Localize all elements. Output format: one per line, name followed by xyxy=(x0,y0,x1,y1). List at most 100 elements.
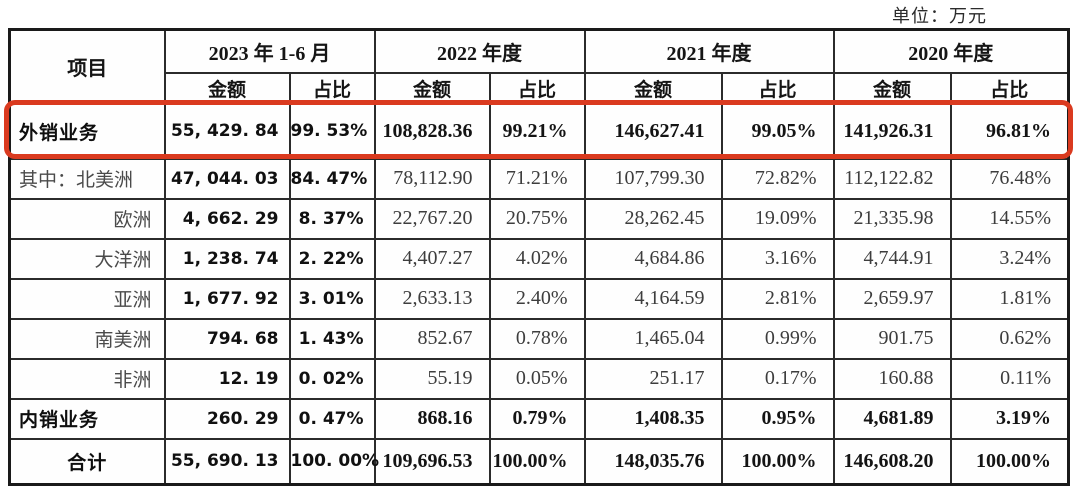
table-row: 其中：北美洲 47, 044. 03 84. 47% 78,112.90 71.21% 1… xyxy=(8,157,1070,200)
row-label: 外销业务 xyxy=(8,102,166,160)
ratio-cell-2021: 0.95% xyxy=(720,397,835,440)
ratio-cell-2020: 3.19% xyxy=(949,397,1070,440)
row-label: 欧洲 xyxy=(8,197,166,240)
amount-cell-2023h1: 55, 429. 84 xyxy=(163,102,291,160)
ratio-cell-2021: 0.17% xyxy=(720,357,835,400)
ratio-cell-2020: 14.55% xyxy=(949,197,1070,240)
ratio-cell-2020: 0.62% xyxy=(949,317,1070,360)
amount-cell-2023h1: 4, 662. 29 xyxy=(163,197,291,240)
amount-cell-2021: 1,408.35 xyxy=(583,397,723,440)
ratio-cell-2020: 76.48% xyxy=(949,157,1070,200)
ratio-cell-2022: 0.05% xyxy=(488,357,586,400)
ratio-cell-2021: 100.00% xyxy=(720,437,835,486)
amount-cell-2021: 148,035.76 xyxy=(583,437,723,486)
table-row: 南美洲 794. 68 1. 43% 852.67 0.78% 1,465.04 0.99%… xyxy=(8,317,1070,360)
amount-cell-2023h1: 55, 690. 13 xyxy=(163,437,291,486)
amount-cell-2021: 4,164.59 xyxy=(583,277,723,320)
amount-header-2023h1: 金额 xyxy=(163,71,291,105)
amount-cell-2021: 146,627.41 xyxy=(583,102,723,160)
unit-label: 单位：万元 xyxy=(892,6,987,26)
ratio-header-2021: 占比 xyxy=(720,71,835,105)
item-column-header: 项目 xyxy=(8,28,166,105)
amount-cell-2021: 1,465.04 xyxy=(583,317,723,360)
ratio-header-2020: 占比 xyxy=(949,71,1070,105)
ratio-cell-2021: 72.82% xyxy=(720,157,835,200)
amount-cell-2021: 251.17 xyxy=(583,357,723,400)
ratio-cell-2020: 3.24% xyxy=(949,237,1070,280)
ratio-cell-2022: 99.21% xyxy=(488,102,586,160)
amount-header-2022: 金额 xyxy=(373,71,491,105)
table-row: 欧洲 4, 662. 29 8. 37% 22,767.20 20.75% 28,262.… xyxy=(8,197,1070,240)
row-label: 合计 xyxy=(8,437,166,486)
ratio-cell-2020: 1.81% xyxy=(949,277,1070,320)
amount-cell-2020: 21,335.98 xyxy=(832,197,952,240)
amount-cell-2020: 4,681.89 xyxy=(832,397,952,440)
ratio-header-2023h1: 占比 xyxy=(288,71,376,105)
amount-cell-2023h1: 12. 19 xyxy=(163,357,291,400)
ratio-cell-2022: 71.21% xyxy=(488,157,586,200)
sales-by-region-table: 项目 2023 年 1-6 月 2022 年度 2021 年度 2020 年度 … xyxy=(8,28,1071,486)
amount-cell-2022: 868.16 xyxy=(373,397,491,440)
amount-cell-2023h1: 1, 238. 74 xyxy=(163,237,291,280)
table-row: 亚洲 1, 677. 92 3. 01% 2,633.13 2.40% 4,164.59 2… xyxy=(8,277,1070,320)
ratio-cell-2023h1: 2. 22% xyxy=(288,237,376,280)
amount-cell-2022: 2,633.13 xyxy=(373,277,491,320)
row-label: 非洲 xyxy=(8,357,166,400)
amount-cell-2023h1: 260. 29 xyxy=(163,397,291,440)
ratio-cell-2022: 4.02% xyxy=(488,237,586,280)
ratio-cell-2022: 100.00% xyxy=(488,437,586,486)
table-row: 外销业务 55, 429. 84 99. 53% 108,828.36 99.21% 14… xyxy=(8,102,1070,160)
ratio-cell-2020: 0.11% xyxy=(949,357,1070,400)
ratio-cell-2022: 2.40% xyxy=(488,277,586,320)
amount-cell-2020: 112,122.82 xyxy=(832,157,952,200)
ratio-cell-2020: 100.00% xyxy=(949,437,1070,486)
ratio-cell-2023h1: 100. 00% xyxy=(288,437,379,486)
ratio-cell-2021: 19.09% xyxy=(720,197,835,240)
ratio-cell-2020: 96.81% xyxy=(949,102,1070,160)
table-row: 合计 55, 690. 13 100. 00% 109,696.53 100.00% 14… xyxy=(8,437,1070,486)
table-row: 大洋洲 1, 238. 74 2. 22% 4,407.27 4.02% 4,684.86… xyxy=(8,237,1070,280)
ratio-cell-2021: 2.81% xyxy=(720,277,835,320)
amount-cell-2022: 109,696.53 xyxy=(373,437,491,486)
row-label: 内销业务 xyxy=(8,397,166,440)
table-header: 项目 2023 年 1-6 月 2022 年度 2021 年度 2020 年度 … xyxy=(8,28,1070,105)
period-header-2020: 2020 年度 xyxy=(832,28,1070,74)
amount-cell-2020: 146,608.20 xyxy=(832,437,952,486)
ratio-cell-2023h1: 3. 01% xyxy=(288,277,376,320)
row-label: 亚洲 xyxy=(8,277,166,320)
ratio-cell-2023h1: 8. 37% xyxy=(288,197,376,240)
amount-cell-2022: 55.19 xyxy=(373,357,491,400)
amount-cell-2022: 4,407.27 xyxy=(373,237,491,280)
amount-cell-2023h1: 794. 68 xyxy=(163,317,291,360)
row-label: 大洋洲 xyxy=(8,237,166,280)
period-header-2023h1: 2023 年 1-6 月 xyxy=(163,28,376,74)
amount-cell-2020: 2,659.97 xyxy=(832,277,952,320)
row-label: 其中：北美洲 xyxy=(8,157,166,200)
amount-cell-2022: 852.67 xyxy=(373,317,491,360)
amount-cell-2022: 78,112.90 xyxy=(373,157,491,200)
amount-cell-2022: 108,828.36 xyxy=(373,102,491,160)
ratio-cell-2021: 3.16% xyxy=(720,237,835,280)
ratio-cell-2021: 0.99% xyxy=(720,317,835,360)
amount-cell-2021: 4,684.86 xyxy=(583,237,723,280)
amount-cell-2020: 160.88 xyxy=(832,357,952,400)
ratio-cell-2022: 20.75% xyxy=(488,197,586,240)
amount-cell-2022: 22,767.20 xyxy=(373,197,491,240)
amount-cell-2021: 107,799.30 xyxy=(583,157,723,200)
ratio-cell-2022: 0.79% xyxy=(488,397,586,440)
amount-cell-2020: 901.75 xyxy=(832,317,952,360)
ratio-cell-2021: 99.05% xyxy=(720,102,835,160)
amount-cell-2023h1: 47, 044. 03 xyxy=(163,157,291,200)
amount-cell-2023h1: 1, 677. 92 xyxy=(163,277,291,320)
amount-cell-2020: 141,926.31 xyxy=(832,102,952,160)
ratio-cell-2023h1: 1. 43% xyxy=(288,317,376,360)
ratio-cell-2022: 0.78% xyxy=(488,317,586,360)
table-row: 非洲 12. 19 0. 02% 55.19 0.05% 251.17 0.17% 160.8… xyxy=(8,357,1070,400)
table-row: 内销业务 260. 29 0. 47% 868.16 0.79% 1,408.35 0.95… xyxy=(8,397,1070,440)
amount-cell-2020: 4,744.91 xyxy=(832,237,952,280)
ratio-cell-2023h1: 0. 47% xyxy=(288,397,376,440)
amount-header-2020: 金额 xyxy=(832,71,952,105)
table-body: 外销业务 55, 429. 84 99. 53% 108,828.36 99.21% 14… xyxy=(8,102,1070,486)
row-label: 南美洲 xyxy=(8,317,166,360)
